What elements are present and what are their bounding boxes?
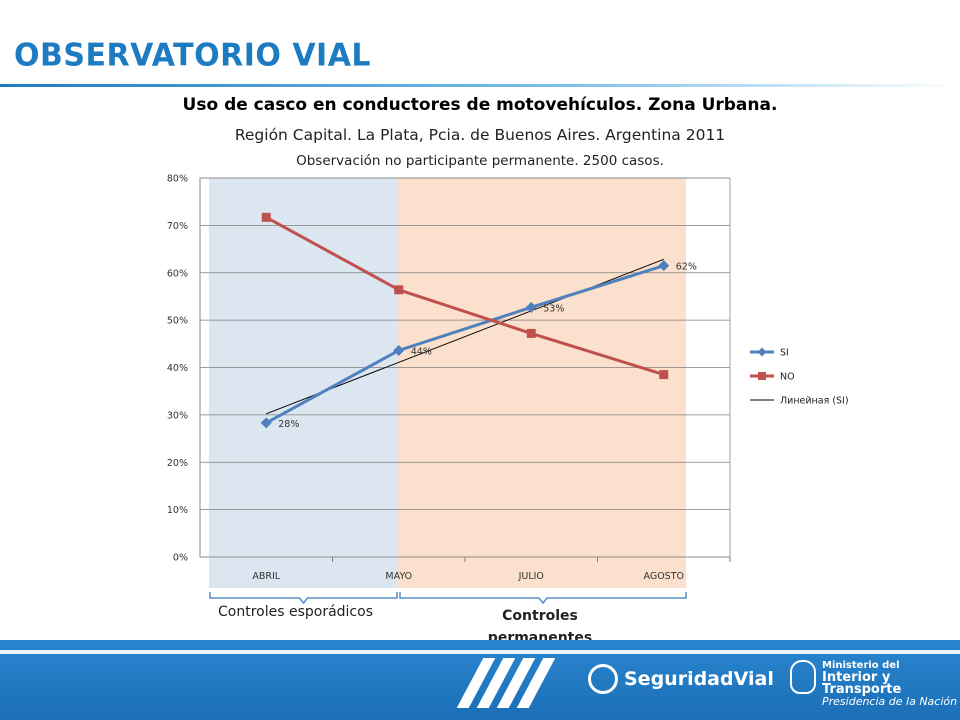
data-label: 53% (543, 303, 564, 314)
seguridad-vial-logo: SeguridadVial (624, 668, 774, 690)
data-labels: 28% 44% 53% 62% (278, 262, 697, 430)
chart-title: Uso de casco en conductores de motovehíc… (182, 95, 778, 115)
data-label: 62% (676, 262, 697, 273)
bracket (399, 592, 687, 605)
marker-si (260, 417, 272, 429)
series-lines (265, 216, 665, 425)
top-bar (0, 0, 960, 26)
x-tick-label: AGOSTO (644, 571, 684, 582)
legend-label: NO (780, 372, 795, 383)
ministerio-line-1: Ministerio del (822, 660, 900, 671)
ministerio-logo: Ministerio del Interior y Transporte Pre… (822, 660, 960, 708)
marker-no (526, 328, 536, 338)
seguridad-text: Seguridad (624, 668, 734, 690)
series-markers (260, 212, 670, 429)
shaded-bands (209, 178, 686, 588)
seguridad-vial-logo-icon (588, 664, 618, 694)
ministerio-line-2: Interior y Transporte (822, 670, 902, 697)
data-label: 28% (278, 419, 299, 430)
marker-no (261, 212, 271, 222)
legend-label-trendline: Линейная (SI) (780, 396, 849, 407)
brand-underline (0, 84, 960, 87)
marker-si (658, 260, 670, 272)
vial-text: Vial (733, 668, 774, 690)
x-axis: ABRIL MAYO JULIO AGOSTO (252, 557, 731, 582)
series-line-no (265, 216, 665, 377)
footer-banner (0, 640, 960, 720)
legend-label: SI (780, 348, 789, 359)
marker-no (394, 285, 404, 295)
legend-marker (758, 372, 766, 380)
marker-si (525, 301, 537, 313)
x-tick-label: ABRIL (252, 571, 280, 582)
brand-logo: OBSERVATORIO VIAL (14, 37, 372, 74)
marker-si (393, 344, 405, 356)
x-tick-label: JULIO (518, 571, 544, 582)
y-tick-label: 50% (167, 316, 188, 327)
label-controles-esporadicos: Controles esporádicos (218, 604, 373, 620)
ministerio-line-3: Presidencia de la Nación (822, 695, 958, 708)
y-tick-label: 60% (167, 268, 188, 279)
x-tick-label: MAYO (385, 571, 412, 582)
y-tick-label: 70% (167, 221, 188, 232)
national-emblem-icon (790, 660, 816, 694)
brackets (209, 592, 687, 605)
y-tick-label: 10% (167, 505, 188, 516)
y-tick-label: 40% (167, 363, 188, 374)
y-tick-label: 80% (167, 174, 188, 185)
band-mayo-agosto (398, 178, 686, 588)
y-tick-label: 0% (173, 553, 188, 564)
legend: SI NO Линейная (SI) (750, 347, 849, 407)
series-line-si (265, 264, 665, 425)
y-tick-label: 20% (167, 458, 188, 469)
bracket (209, 592, 398, 605)
band-abril-mayo (209, 178, 398, 588)
y-tick-label: 30% (167, 410, 188, 421)
footer-stripe (0, 650, 960, 654)
line-chart: 0% 10% 20% 30% 40% 50% 60% 70% 80% ABRIL MAYO JULI… (167, 174, 849, 605)
marker-no (659, 370, 669, 380)
data-label: 44% (411, 346, 432, 357)
chart-subtitle-2: Observación no participante permanente. … (296, 153, 664, 169)
y-axis: 0% 10% 20% 30% 40% 50% 60% 70% 80% (167, 174, 731, 564)
chart-subtitle: Región Capital. La Plata, Pcia. de Bueno… (234, 126, 726, 144)
legend-marker (757, 347, 767, 357)
